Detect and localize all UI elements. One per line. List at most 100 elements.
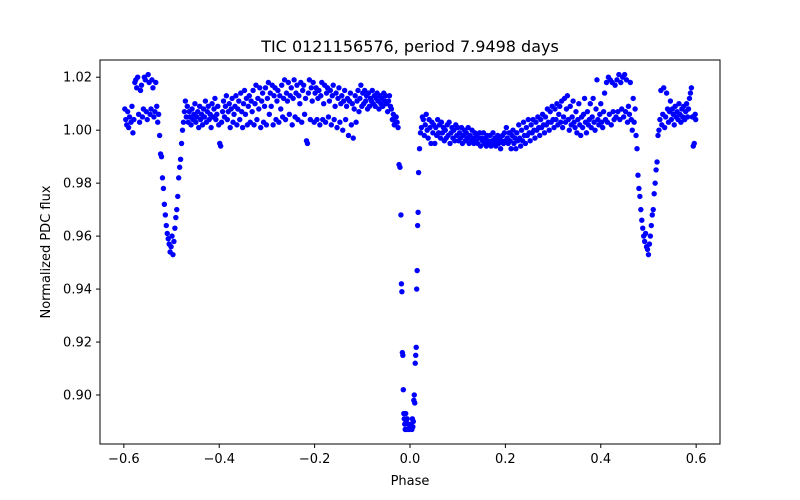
data-point — [333, 90, 339, 96]
data-points — [122, 71, 699, 433]
data-point — [623, 77, 630, 83]
data-point — [413, 344, 419, 351]
data-point — [147, 111, 153, 117]
data-point — [253, 82, 259, 88]
data-point — [523, 124, 530, 131]
data-point — [601, 90, 608, 96]
data-point — [398, 281, 405, 287]
data-point — [446, 119, 452, 125]
data-point — [340, 127, 346, 133]
data-point — [639, 217, 645, 223]
x-tick-label: −0.4 — [203, 452, 235, 467]
data-point — [678, 119, 684, 125]
data-point — [183, 114, 190, 120]
data-point — [254, 116, 260, 123]
data-point — [312, 90, 318, 96]
data-point — [309, 98, 315, 104]
data-point — [239, 124, 246, 131]
data-point — [599, 119, 605, 125]
data-point — [433, 124, 439, 131]
data-point — [588, 124, 594, 131]
data-point — [357, 95, 363, 102]
data-point — [547, 108, 553, 115]
data-point — [161, 201, 168, 208]
data-point — [528, 122, 534, 128]
data-point — [400, 387, 407, 393]
data-point — [624, 119, 631, 125]
data-point — [511, 140, 517, 147]
data-point — [170, 251, 176, 258]
data-point — [329, 93, 335, 99]
data-point — [175, 193, 181, 200]
data-point — [307, 116, 314, 123]
data-point — [615, 108, 621, 115]
y-axis-ticks: 0.90 0.92 0.94 0.96 0.98 1.00 1.02 — [63, 71, 100, 404]
data-point — [350, 135, 356, 141]
data-point — [516, 122, 522, 128]
data-point — [252, 101, 258, 107]
y-tick-label: 1.02 — [63, 71, 92, 86]
data-point — [222, 103, 229, 110]
data-point — [635, 172, 641, 178]
data-point — [513, 146, 519, 152]
data-point — [510, 127, 516, 133]
data-point — [395, 124, 401, 131]
data-point — [649, 212, 655, 218]
data-point — [420, 116, 427, 123]
x-tick-label: −0.2 — [299, 452, 331, 467]
data-point — [417, 130, 424, 136]
x-tick-label: 0.2 — [495, 452, 516, 467]
data-point — [642, 230, 649, 237]
data-point — [134, 85, 140, 91]
data-point — [305, 90, 312, 96]
data-point — [271, 93, 277, 99]
data-point — [142, 77, 149, 83]
data-point — [163, 222, 169, 229]
data-point — [542, 114, 549, 120]
data-point — [160, 185, 167, 192]
data-point — [451, 127, 457, 133]
data-point — [310, 79, 316, 86]
data-point — [290, 95, 296, 102]
data-point — [155, 111, 162, 117]
data-point — [214, 111, 220, 117]
data-point — [613, 114, 619, 120]
data-point — [172, 225, 178, 231]
data-point — [356, 108, 362, 115]
data-point — [600, 108, 607, 115]
data-point — [646, 241, 653, 247]
data-point — [265, 79, 272, 86]
data-point — [656, 127, 662, 133]
data-point — [410, 418, 417, 425]
data-point — [291, 77, 297, 83]
data-point — [507, 138, 513, 144]
data-point — [388, 106, 395, 112]
data-point — [627, 79, 634, 86]
data-point — [341, 98, 347, 104]
data-point — [652, 180, 658, 186]
data-point — [249, 108, 255, 115]
data-point — [220, 98, 227, 104]
data-point — [152, 108, 158, 115]
data-point — [182, 98, 189, 104]
data-point — [559, 124, 566, 131]
data-point — [640, 225, 646, 231]
data-point — [403, 410, 409, 417]
data-point — [608, 122, 614, 128]
data-point — [164, 230, 170, 237]
data-point — [331, 116, 337, 123]
data-point — [567, 103, 573, 110]
data-point — [644, 246, 651, 253]
x-axis-label: Phase — [391, 474, 430, 489]
data-point — [638, 206, 644, 213]
data-point — [180, 119, 187, 125]
data-point — [347, 90, 354, 96]
data-point — [219, 108, 226, 115]
data-point — [151, 114, 157, 120]
data-point — [123, 116, 129, 123]
data-point — [634, 146, 640, 152]
data-point — [508, 146, 514, 152]
data-point — [278, 106, 284, 112]
x-tick-label: −0.6 — [108, 452, 140, 467]
data-point — [130, 130, 136, 136]
